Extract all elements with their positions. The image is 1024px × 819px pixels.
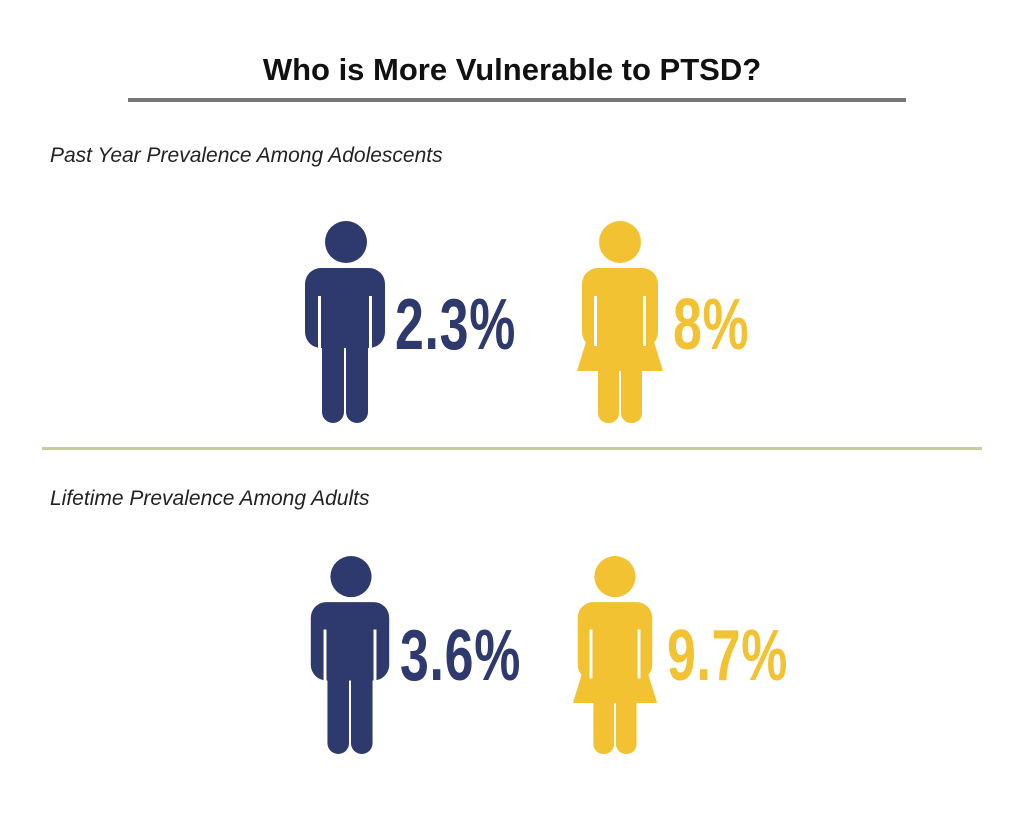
value-adolescent-female: 8% xyxy=(673,285,750,365)
page-title: Who is More Vulnerable to PTSD? xyxy=(262,52,762,87)
male-figure-icon xyxy=(305,221,385,423)
female-figure-icon xyxy=(572,556,658,754)
value-adult-male: 3.6% xyxy=(400,616,522,696)
female-figure-icon xyxy=(577,221,663,423)
panel-subtitle-adults: Lifetime Prevalence Among Adults xyxy=(50,487,370,510)
male-figure-icon xyxy=(310,556,390,754)
panel-subtitle-adolescents: Past Year Prevalence Among Adolescents xyxy=(50,144,443,167)
value-adult-female: 9.7% xyxy=(667,616,789,696)
section-divider xyxy=(42,447,982,450)
value-adolescent-male: 2.3% xyxy=(395,285,517,365)
title-underline xyxy=(128,98,906,102)
